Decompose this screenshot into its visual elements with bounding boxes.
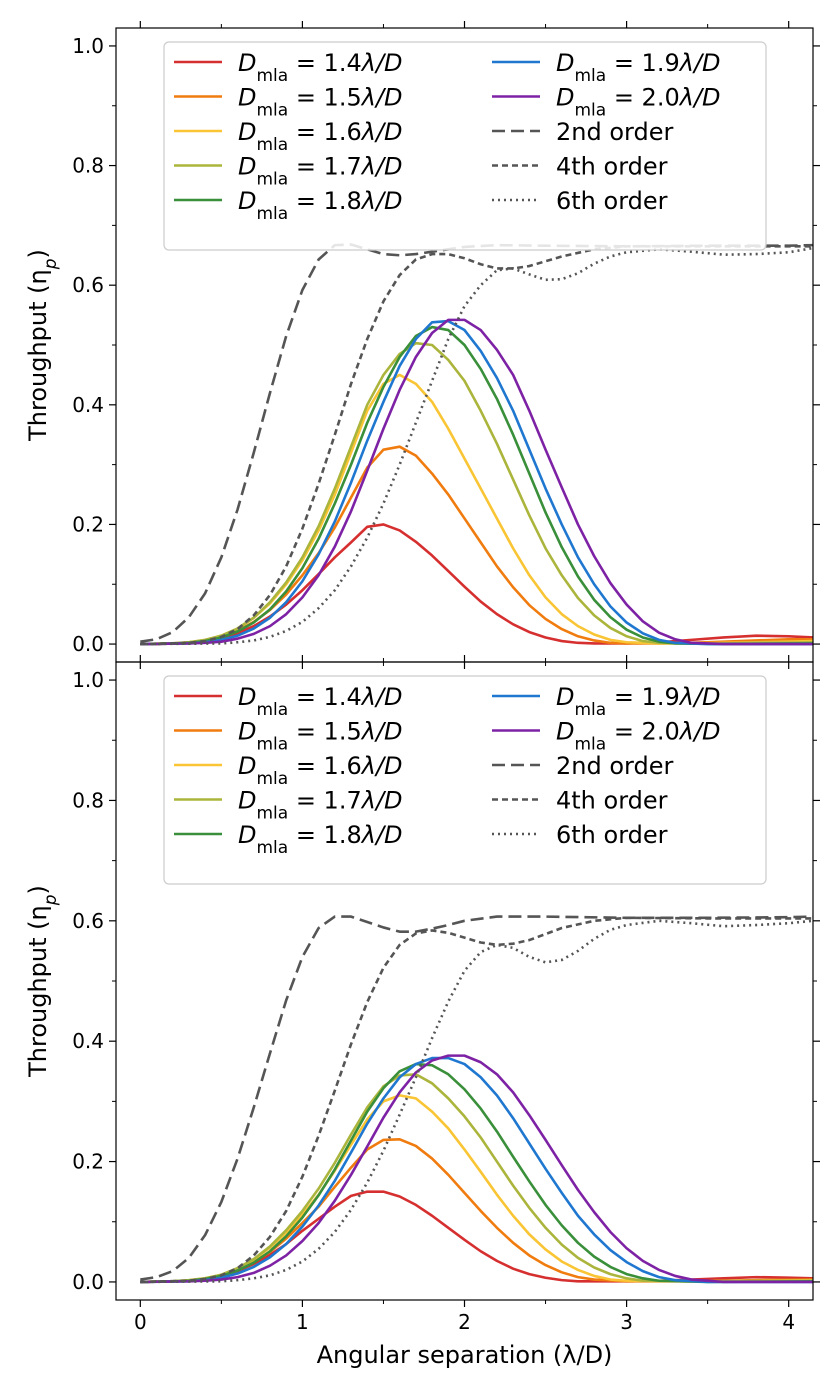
series-line-1-8-d: [140, 325, 813, 646]
series-line-4th-order: [140, 245, 813, 646]
panel-top: 0.0 0.2 0.4 0.6 0.8 1.0 Throughput (ηp) Dmla = …: [24, 21, 820, 669]
series-line-1-7-d: [140, 341, 813, 646]
legend-label: 4th order: [556, 153, 668, 181]
legend-box: [163, 675, 767, 885]
x-tick-label: 4: [782, 1310, 795, 1334]
x-tick-label: 0: [134, 1310, 147, 1334]
y-tick-label: 1.0: [72, 34, 104, 58]
legend-label: 6th order: [556, 821, 668, 849]
legend-label: Dmla = 1.9λ/D: [556, 49, 721, 86]
x-axis-label: Angular separation (λ/D): [317, 1341, 613, 1369]
legend-label: 2nd order: [556, 752, 673, 780]
y-tick-label: 0.8: [72, 154, 104, 178]
legend-label: 2nd order: [556, 118, 673, 146]
legend-label: Dmla = 1.7λ/D: [238, 153, 403, 190]
y-tick-label: 0.4: [72, 1029, 104, 1053]
series-line-2-0-d: [140, 1054, 813, 1284]
legend-label: 6th order: [556, 187, 668, 215]
series-line-1-8-d: [140, 1062, 813, 1284]
legend-label: Dmla = 1.5λ/D: [238, 718, 403, 755]
y-tick-label: 0.0: [72, 632, 104, 656]
legend-label: Dmla = 2.0λ/D: [556, 84, 721, 121]
series-group: [140, 243, 813, 646]
legend-label: Dmla = 1.7λ/D: [238, 787, 403, 824]
y-axis-label: Throughput (ηp): [24, 249, 61, 442]
y-tick-label: 0.2: [72, 1150, 104, 1174]
legend-label: Dmla = 1.6λ/D: [238, 752, 403, 789]
x-tick-label: 3: [620, 1310, 633, 1334]
legend-label: Dmla = 1.6λ/D: [238, 118, 403, 155]
series-line-6th-order: [140, 919, 813, 1284]
series-group: [140, 915, 813, 1284]
series-line-1-5-d: [140, 1138, 813, 1284]
y-tick-label: 0.2: [72, 512, 104, 536]
x-tick-label: 2: [458, 1310, 471, 1334]
series-line-1-9-d: [140, 319, 813, 646]
x-tick-label: 1: [296, 1310, 309, 1334]
series-line-2nd-order: [140, 915, 813, 1281]
y-axis-label: Throughput (ηp): [24, 885, 61, 1078]
y-tick-label: 1.0: [72, 668, 104, 692]
legend-label: 4th order: [556, 787, 668, 815]
series-line-4th-order: [140, 916, 813, 1284]
legend-label: Dmla = 1.5λ/D: [238, 84, 403, 121]
legend-label: Dmla = 1.4λ/D: [238, 49, 403, 86]
y-tick-label: 0.6: [72, 273, 104, 297]
legend-label: Dmla = 2.0λ/D: [556, 718, 721, 755]
y-tick-label: 0.0: [72, 1270, 104, 1294]
panel-bottom: 0.0 0.2 0.4 0.6 0.8 1.0 0 1 2 3 4 Throughput (ηp) An…: [24, 655, 820, 1369]
legend-label: Dmla = 1.8λ/D: [238, 821, 403, 858]
series-line-1-6-d: [140, 1094, 813, 1284]
legend-label: Dmla = 1.9λ/D: [556, 683, 721, 720]
y-tick-label: 0.8: [72, 788, 104, 812]
y-tick-label: 0.6: [72, 909, 104, 933]
series-line-1-5-d: [140, 445, 813, 646]
series-line-1-6-d: [140, 373, 813, 646]
legend-label: Dmla = 1.4λ/D: [238, 683, 403, 720]
legend-label: Dmla = 1.8λ/D: [238, 187, 403, 224]
series-line-2nd-order: [140, 243, 813, 643]
legend-box: [163, 41, 767, 251]
y-tick-label: 0.4: [72, 393, 104, 417]
series-line-6th-order: [140, 246, 813, 646]
series-line-2-0-d: [140, 318, 813, 646]
